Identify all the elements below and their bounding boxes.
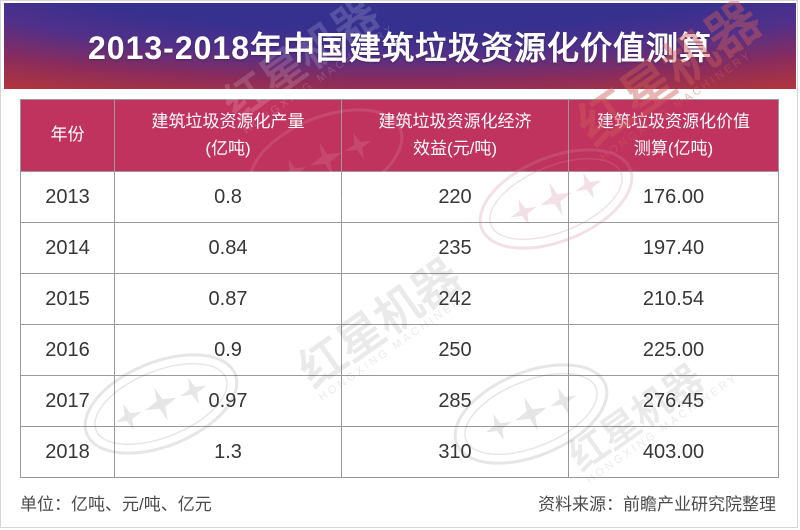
cell-value: 403.00 [568, 426, 779, 478]
table-row: 2015 0.87 242 210.54 [20, 273, 779, 325]
cell-year: 2014 [20, 222, 115, 274]
col-header-line: 测算(亿吨) [633, 138, 714, 158]
cell-benefit: 285 [341, 375, 569, 427]
col-header-line: 建筑垃圾资源化产量 [151, 112, 305, 132]
table-row: 2018 1.3 310 403.00 [20, 426, 779, 478]
col-header-line: 建筑垃圾资源化经济 [378, 112, 532, 132]
table-row: 2014 0.84 235 197.40 [20, 222, 779, 274]
data-table: 年份 建筑垃圾资源化产量 (亿吨) 建筑垃圾资源化经济 效益(元/吨) 建筑垃圾… [20, 99, 779, 478]
cell-value: 176.00 [568, 171, 779, 223]
cell-value: 210.54 [568, 273, 779, 325]
cell-year: 2015 [20, 273, 115, 325]
title-banner: 2013-2018年中国建筑垃圾资源化价值测算 [4, 3, 796, 89]
col-header-benefit: 建筑垃圾资源化经济 效益(元/吨) [341, 99, 569, 172]
cell-output: 0.97 [114, 375, 342, 427]
table-row: 2013 0.8 220 176.00 [20, 171, 779, 223]
col-header-line: (亿吨) [205, 138, 251, 158]
cell-year: 2016 [20, 324, 115, 376]
cell-benefit: 220 [341, 171, 569, 223]
cell-output: 0.9 [114, 324, 342, 376]
cell-benefit: 242 [341, 273, 569, 325]
cell-output: 0.84 [114, 222, 342, 274]
cell-benefit: 250 [341, 324, 569, 376]
unit-note: 单位：亿吨、元/吨、亿元 [20, 494, 212, 514]
cell-year: 2017 [20, 375, 115, 427]
cell-output: 0.8 [114, 171, 342, 223]
cell-benefit: 235 [341, 222, 569, 274]
footnotes: 单位：亿吨、元/吨、亿元 资料来源：前瞻产业研究院整理 [20, 487, 776, 517]
source-note: 资料来源：前瞻产业研究院整理 [538, 494, 776, 514]
col-header-output: 建筑垃圾资源化产量 (亿吨) [114, 99, 342, 172]
cell-output: 0.87 [114, 273, 342, 325]
cell-value: 197.40 [568, 222, 779, 274]
cell-year: 2013 [20, 171, 115, 223]
page-title: 2013-2018年中国建筑垃圾资源化价值测算 [87, 30, 713, 66]
cell-output: 1.3 [114, 426, 342, 478]
table-row: 2017 0.97 285 276.45 [20, 375, 779, 427]
col-header-value: 建筑垃圾资源化价值 测算(亿吨) [568, 99, 779, 172]
cell-value: 225.00 [568, 324, 779, 376]
table-row: 2016 0.9 250 225.00 [20, 324, 779, 376]
cell-year: 2018 [20, 426, 115, 478]
cell-value: 276.45 [568, 375, 779, 427]
cell-benefit: 310 [341, 426, 569, 478]
col-header-line: 效益(元/吨) [412, 138, 498, 158]
col-header-line: 年份 [50, 125, 85, 145]
col-header-line: 建筑垃圾资源化价值 [597, 112, 750, 132]
table-header-row: 年份 建筑垃圾资源化产量 (亿吨) 建筑垃圾资源化经济 效益(元/吨) 建筑垃圾… [20, 99, 779, 172]
col-header-year: 年份 [20, 99, 115, 172]
